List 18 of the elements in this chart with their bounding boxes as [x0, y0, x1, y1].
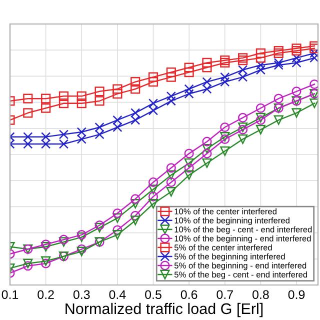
x-tick-label: 0.1 — [2, 290, 18, 300]
legend-label: 10% of the center interfered — [174, 208, 276, 214]
legend-label: 5% of the beg - cent - end interfered — [174, 271, 308, 280]
legend-label: 10% of the beginning interfered — [174, 217, 290, 226]
legend-label: 5% of the beginning - end interfered — [174, 262, 306, 270]
x-tick-label: 0.6 — [180, 290, 198, 300]
x-tick-label: 0.2 — [38, 290, 54, 300]
x-tick-label: 0.8 — [252, 290, 269, 300]
legend-label: 5% of the beginning interfered — [174, 253, 285, 262]
x-tick-label: 0.7 — [216, 290, 233, 300]
legend-label: 10% of the beginning - end interfered — [174, 235, 311, 244]
legend-label: 10% of the beg - cent - end interfered — [174, 226, 312, 234]
x-tick-label: 0.5 — [145, 290, 162, 300]
x-tick-label: 0.4 — [109, 290, 126, 300]
x-tick-label: 0.9 — [288, 290, 305, 300]
x-tick-label: 0.3 — [73, 290, 90, 300]
legend-label: 5% of the center interfered — [174, 244, 272, 250]
x-axis-title: Normalized traffic load G [Erl] — [66, 302, 263, 318]
